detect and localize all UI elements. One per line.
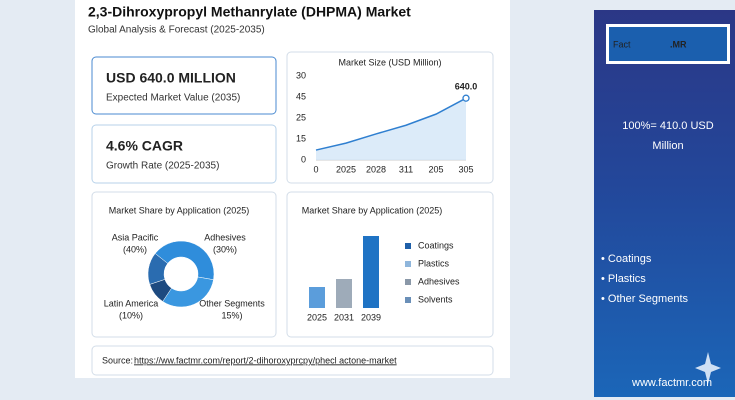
slice-value: (40%) [123,244,147,254]
kpi-card [91,56,277,115]
y-tick-label: 45 [296,91,306,101]
slice-label: Adhesives [204,232,246,242]
chart-title: Market Share by Application (2025) [109,205,250,215]
line [315,97,467,151]
logo: Fact [613,39,631,49]
slice-value: 15%) [221,310,242,320]
legend-swatch [405,279,411,285]
legend-label: Coatings [418,240,454,250]
x-tick-label: 311 [399,164,413,174]
legend-label: Adhesives [418,276,460,286]
bar [363,236,379,308]
y-tick-label: 0 [301,154,306,164]
x-tick-label: 305 [458,164,473,174]
slice-label: Asia Pacific [112,232,159,242]
slice-label: Other Segments [199,298,265,308]
legend-swatch [405,261,411,267]
data-label: 640.0 [455,82,478,92]
slice-value: (30%) [213,244,237,254]
legend-label: Plastics [418,258,450,268]
sparkle-icon [695,352,721,384]
side-bullet: • Plastics [601,273,646,285]
chart-title: Market Size (USD Million) [338,57,441,67]
pie-slice [147,253,169,285]
kpi-card [91,124,277,184]
kpi-label: Expected Market Value (2035) [106,93,240,104]
source-label: Source: [102,355,133,365]
y-tick-label: 15 [296,133,306,143]
slice-label: Latin America [104,298,159,308]
x-tick-label: 2031 [334,312,354,322]
area [316,98,466,160]
title: 2,3-Dihroxypropyl Methanrylate (DHPMA) M… [88,4,411,20]
logo-inner [609,27,727,61]
x-tick-label: 0 [313,164,318,174]
chart-title: Market Share by Application (2025) [302,205,443,215]
x-tick-label: 2025 [307,312,327,322]
y-tick-label: 25 [296,112,306,122]
subtitle: Global Analysis & Forecast (2025-2035) [88,25,265,36]
legend-label: Solvents [418,294,453,304]
x-tick-label: 205 [428,164,443,174]
kpi-label: Growth Rate (2025-2035) [106,161,219,172]
sidebar [594,10,735,397]
x-tick-label: 2025 [336,164,356,174]
website: www.factmr.com [631,377,712,389]
card [91,191,277,338]
x-tick-label: 2039 [361,312,381,322]
kpi-value: 4.6% CAGR [106,138,183,154]
side-bullet: • Coatings [601,253,652,265]
side-note: 100%= 410.0 USD [622,120,713,132]
logo: .MR [670,39,687,49]
bar [336,279,352,308]
side-note: Million [652,140,683,152]
point [462,94,470,102]
side-bullet: • Other Segments [601,293,689,305]
y-tick-label: 30 [296,70,306,80]
bar [309,287,325,308]
source-link[interactable]: https://ww.factmr.com/report/2-dihoroxyp… [134,355,397,365]
legend-swatch [405,243,411,249]
kpi-value: USD 640.0 MILLION [106,70,236,86]
x-tick-label: 2028 [366,164,386,174]
card [91,345,494,376]
pie-slice [154,240,215,281]
legend-swatch [405,297,411,303]
slice-value: (10%) [119,310,143,320]
